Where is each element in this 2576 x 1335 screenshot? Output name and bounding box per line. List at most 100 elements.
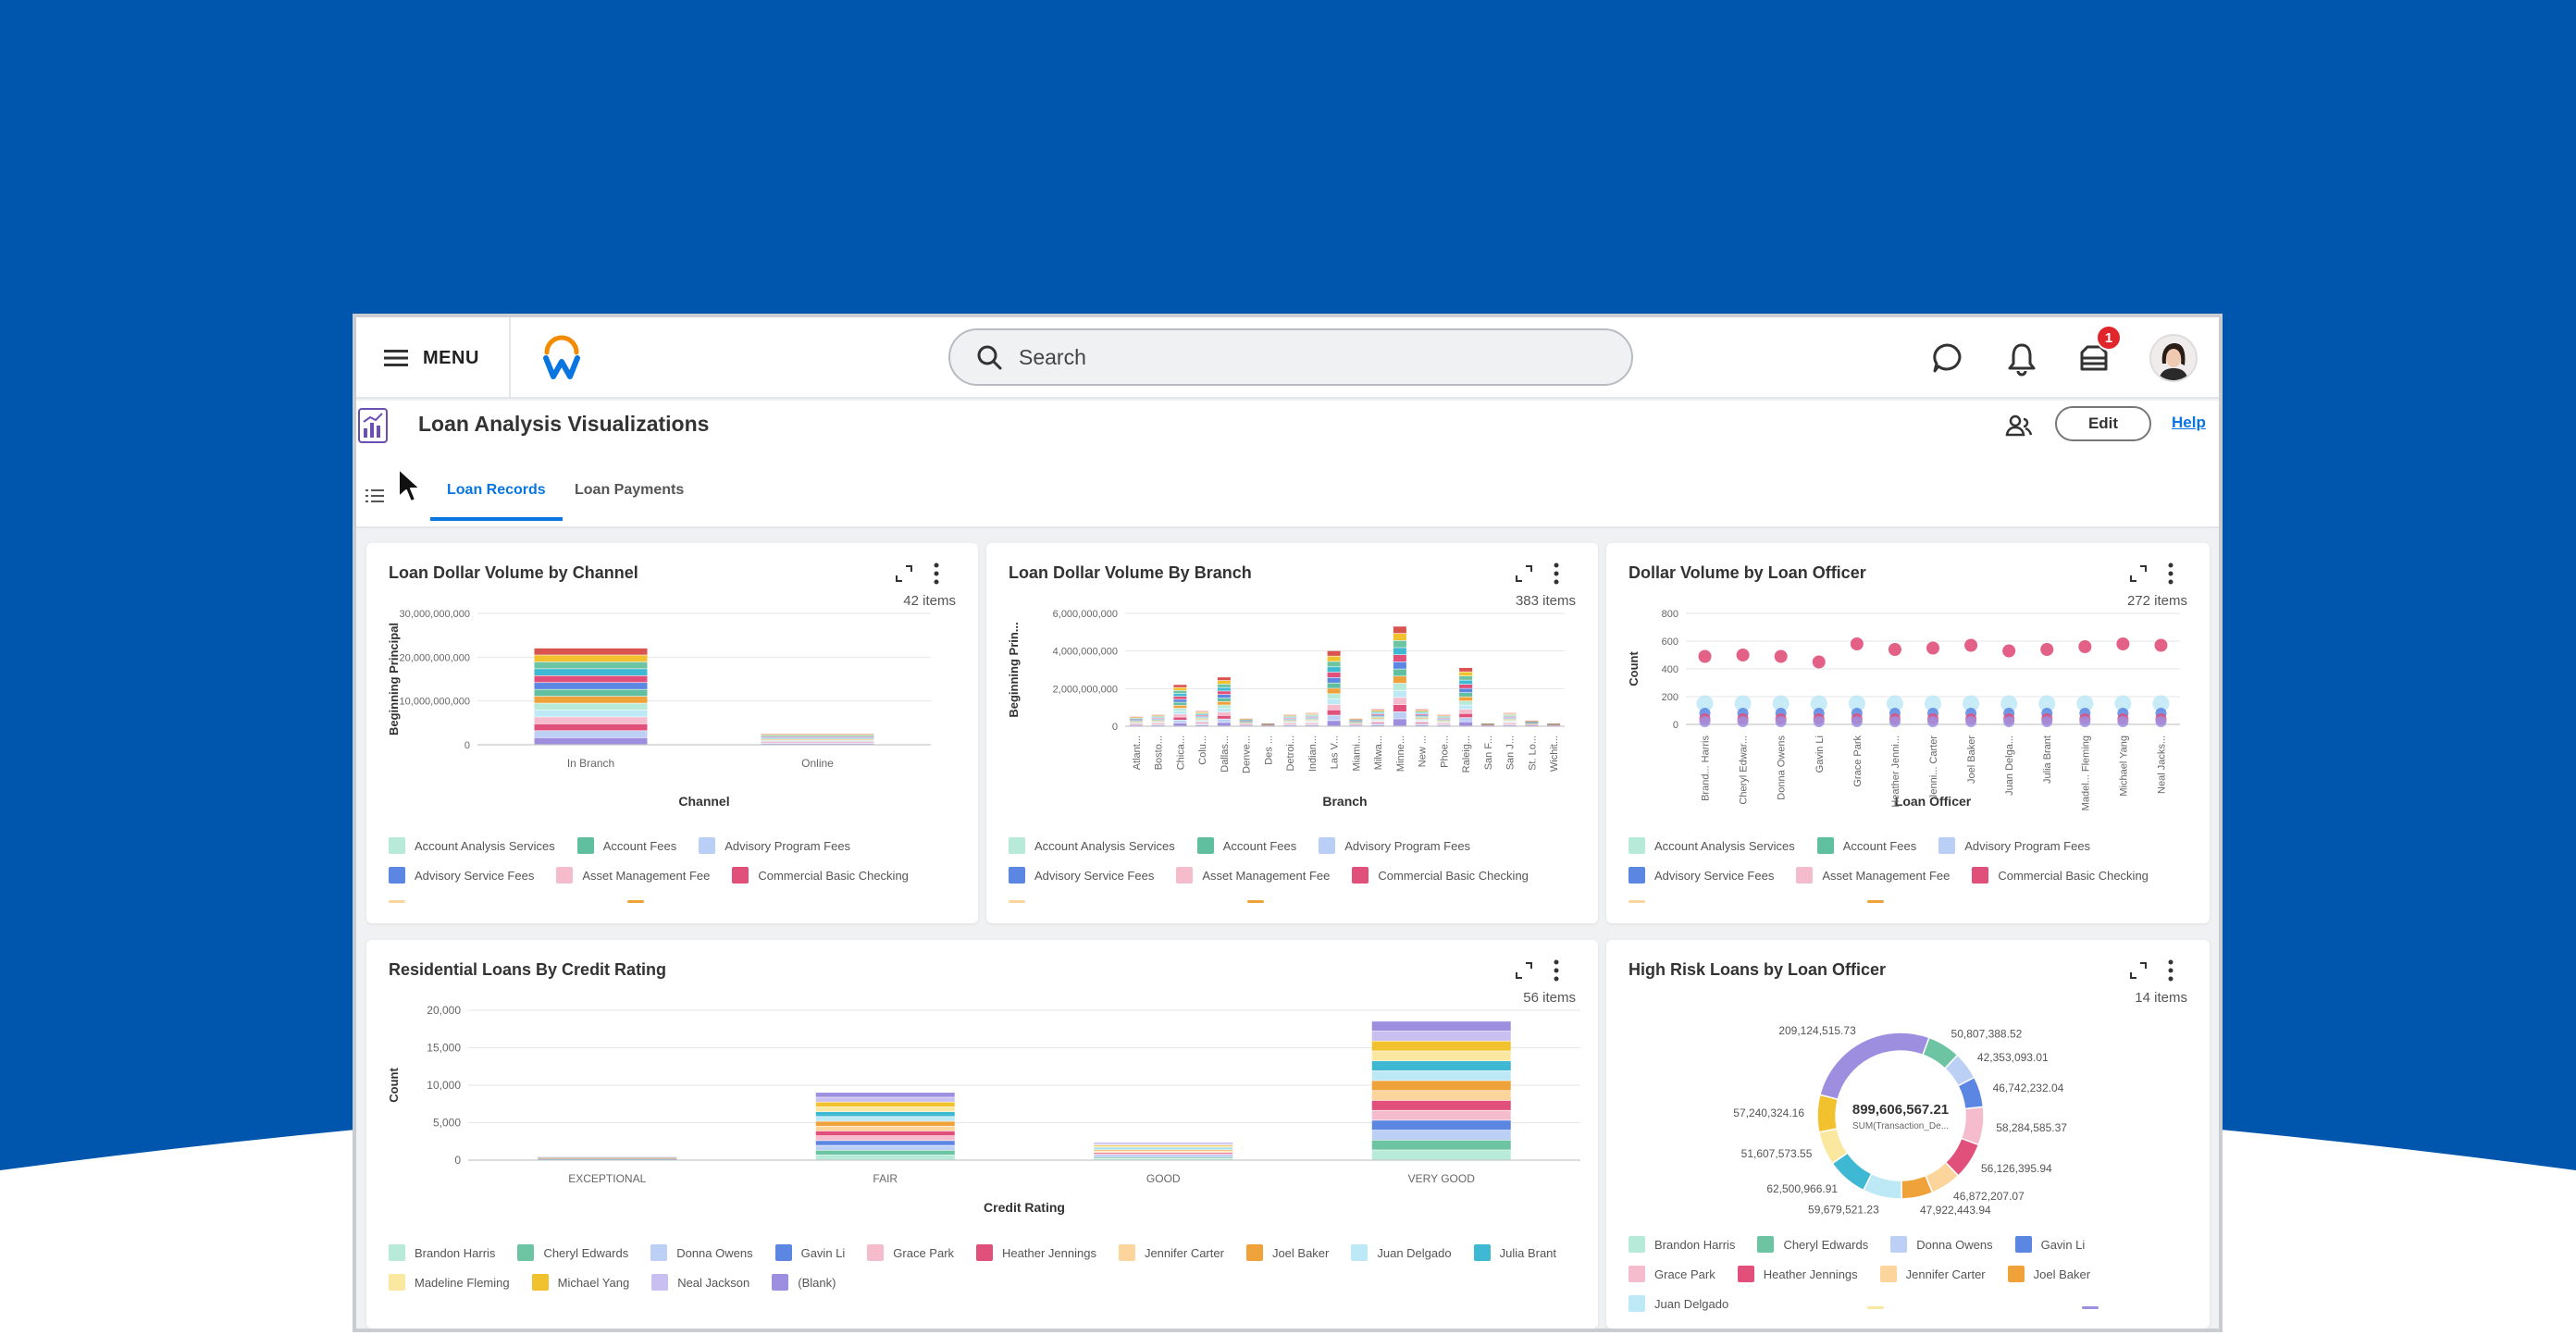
- bar-segment: [1415, 723, 1429, 725]
- legend-item[interactable]: (Blank): [772, 1274, 836, 1291]
- more-options-icon[interactable]: [1552, 958, 1561, 983]
- legend-item[interactable]: Account Analysis Services: [1629, 837, 1795, 854]
- legend-item[interactable]: Account Fees: [576, 837, 676, 854]
- legend-swatch: [650, 1244, 668, 1261]
- bar-segment: [534, 689, 648, 697]
- legend-item[interactable]: Jennifer Carter: [1118, 1244, 1224, 1261]
- scatter-point: [1886, 695, 1903, 712]
- legend-item[interactable]: Commercial Basic Checking: [1972, 867, 2149, 884]
- legend-item[interactable]: Account Fees: [1816, 837, 1916, 854]
- list-icon[interactable]: [365, 486, 386, 506]
- legend-item[interactable]: Asset Management Fee: [556, 867, 710, 884]
- scatter-point: [2116, 637, 2130, 650]
- legend-label: Grace Park: [893, 1245, 955, 1260]
- legend-item[interactable]: Juan Delgado: [1351, 1244, 1452, 1261]
- expand-icon[interactable]: [894, 563, 914, 584]
- edit-button[interactable]: Edit: [2055, 406, 2151, 441]
- bar-segment: [1371, 709, 1385, 711]
- scatter-point: [1850, 637, 1864, 650]
- legend-item[interactable]: Asset Management Fee: [1176, 867, 1330, 884]
- legend-item[interactable]: Gavin Li: [774, 1244, 845, 1261]
- bar-segment: [1173, 699, 1187, 702]
- legend-item[interactable]: Joel Baker: [2007, 1266, 2090, 1282]
- legend-item[interactable]: Account Fees: [1196, 837, 1296, 854]
- legend-item[interactable]: Brandon Harris: [1629, 1236, 1735, 1253]
- bar: [1305, 712, 1319, 726]
- inbox-icon[interactable]: [2075, 340, 2112, 377]
- legend-item[interactable]: Donna Owens: [650, 1244, 753, 1261]
- tab-loan-records[interactable]: Loan Records: [430, 482, 563, 521]
- more-options-icon[interactable]: [2166, 958, 2175, 983]
- user-photo-icon: [2151, 336, 2196, 380]
- x-tick-label: In Branch: [567, 757, 614, 770]
- legend-label: Account Analysis Services: [1034, 838, 1175, 853]
- x-tick-label: New ...: [1418, 735, 1429, 767]
- expand-icon[interactable]: [2128, 960, 2149, 981]
- legend-item[interactable]: Grace Park: [867, 1244, 954, 1261]
- share-people-icon[interactable]: [2005, 412, 2033, 439]
- legend-swatch: [1351, 1244, 1368, 1261]
- legend-item[interactable]: Jennifer Carter: [1879, 1266, 1986, 1282]
- legend-item[interactable]: Advisory Program Fees: [1319, 837, 1470, 854]
- more-options-icon[interactable]: [1552, 562, 1561, 586]
- legend-item[interactable]: Cheryl Edwards: [1757, 1236, 1868, 1253]
- legend-item[interactable]: Asset Management Fee: [1796, 867, 1950, 884]
- bell-icon[interactable]: [2003, 340, 2040, 377]
- legend-item[interactable]: Gavin Li: [2014, 1236, 2085, 1253]
- item-count: 272 items: [2126, 593, 2187, 609]
- legend-item[interactable]: Advisory Program Fees: [699, 837, 850, 854]
- legend-item[interactable]: Advisory Service Fees: [1009, 867, 1154, 884]
- item-count: 56 items: [1523, 990, 1576, 1006]
- bar-segment: [1327, 715, 1341, 721]
- more-options-icon[interactable]: [2166, 562, 2175, 586]
- legend-item[interactable]: Heather Jennings: [1737, 1266, 1858, 1282]
- credit-rating-bar-chart: 20,000 15,000 10,000 5,000 0 Count Credit Rati…: [387, 1004, 1580, 1215]
- expand-icon[interactable]: [1514, 563, 1534, 584]
- help-link[interactable]: Help: [2172, 414, 2206, 431]
- legend-item[interactable]: Account Analysis Services: [1009, 837, 1175, 854]
- legend-item[interactable]: Advisory Service Fees: [389, 867, 534, 884]
- expand-icon[interactable]: [2128, 563, 2149, 584]
- more-options-icon[interactable]: [932, 562, 941, 586]
- x-tick-label: Julia Brant: [2042, 735, 2053, 784]
- legend-item[interactable]: Heather Jennings: [976, 1244, 1096, 1261]
- bar-segment: [1094, 1146, 1233, 1148]
- legend-item[interactable]: Commercial Basic Checking: [1352, 867, 1529, 884]
- search-bar[interactable]: [948, 328, 1633, 386]
- scatter-point: [1925, 695, 1941, 712]
- tab-bar: Loan Records Loan Payments: [356, 462, 2219, 528]
- bar-segment: [1327, 650, 1341, 656]
- legend-item[interactable]: Advisory Program Fees: [1938, 837, 2090, 854]
- legend-item[interactable]: Brandon Harris: [389, 1244, 495, 1261]
- legend-item[interactable]: Donna Owens: [1890, 1236, 1993, 1253]
- menu-button[interactable]: MENU: [384, 336, 479, 380]
- legend-item[interactable]: Account Analysis Services: [389, 837, 555, 854]
- avatar[interactable]: [2149, 334, 2198, 382]
- tab-loan-payments[interactable]: Loan Payments: [575, 482, 685, 498]
- workday-logo[interactable]: [538, 334, 586, 382]
- bar-segment: [1094, 1158, 1233, 1160]
- legend-item[interactable]: Grace Park: [1629, 1266, 1715, 1282]
- legend-item[interactable]: Cheryl Edwards: [517, 1244, 628, 1261]
- scatter-point: [1964, 638, 1978, 652]
- search-input[interactable]: [1019, 344, 1574, 370]
- bar-segment: [1371, 713, 1385, 715]
- bar-segment: [1195, 723, 1209, 724]
- x-tick-label: Online: [801, 757, 834, 770]
- legend-item[interactable]: Julia Brant: [1473, 1244, 1556, 1261]
- bar: [1349, 718, 1363, 726]
- legend-item[interactable]: Michael Yang: [531, 1274, 629, 1291]
- legend-item[interactable]: Madeline Fleming: [389, 1274, 510, 1291]
- bar-segment: [1415, 724, 1429, 726]
- expand-icon[interactable]: [1514, 960, 1534, 981]
- bar-segment: [1371, 1150, 1511, 1160]
- legend-item[interactable]: Neal Jackson: [651, 1274, 749, 1291]
- legend-item[interactable]: Juan Delgado: [1629, 1295, 1728, 1312]
- legend-item[interactable]: Advisory Service Fees: [1629, 867, 1774, 884]
- legend-item[interactable]: Joel Baker: [1245, 1244, 1329, 1261]
- chat-icon[interactable]: [1929, 340, 1966, 377]
- legend-item[interactable]: Commercial Basic Checking: [732, 867, 909, 884]
- bar: [1371, 709, 1385, 726]
- legend-label: Donna Owens: [1916, 1237, 1993, 1252]
- x-tick-label: Neal Jacks...: [2156, 735, 2167, 794]
